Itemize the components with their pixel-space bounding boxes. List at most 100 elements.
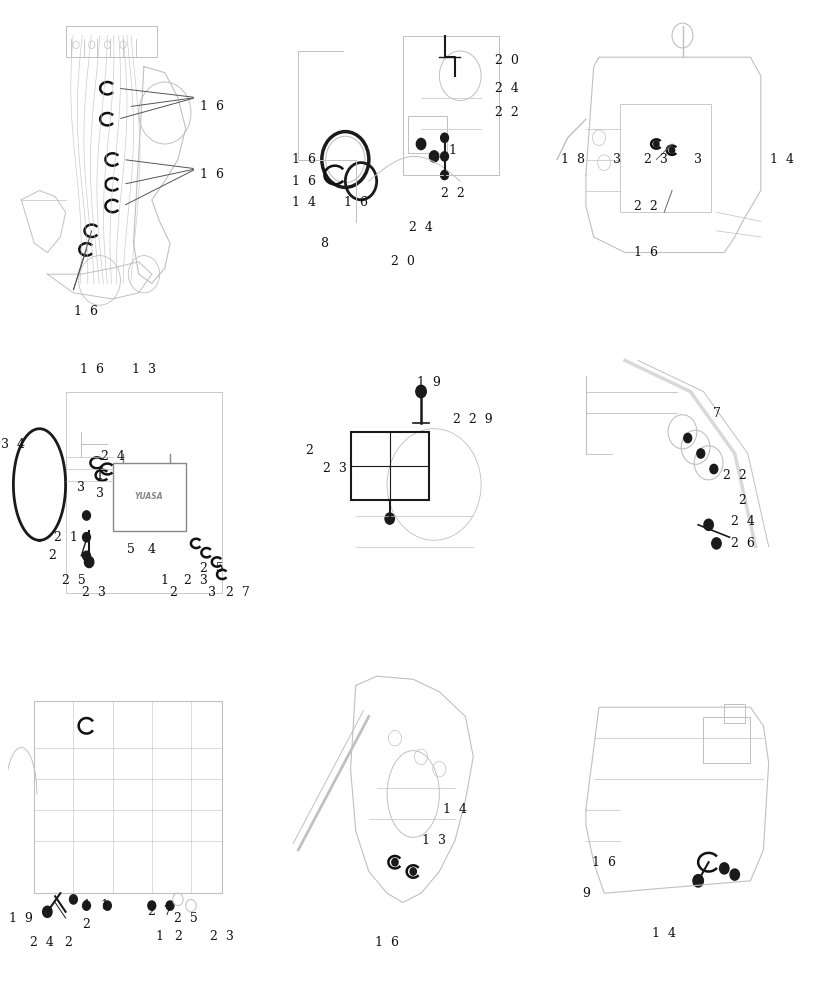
Bar [408, 116, 447, 153]
Text: 3  4: 3 4 [2, 438, 25, 451]
Text: 2  2: 2 2 [723, 469, 747, 482]
Text: 4: 4 [148, 543, 156, 556]
Text: 1  4: 1 4 [769, 153, 794, 166]
Text: 1  4: 1 4 [443, 803, 467, 816]
Text: 1: 1 [448, 144, 456, 157]
Circle shape [712, 538, 721, 549]
Text: 2  3: 2 3 [323, 462, 347, 476]
Circle shape [42, 906, 52, 917]
Text: 3: 3 [613, 153, 621, 166]
Text: 1  6: 1 6 [291, 175, 316, 188]
Bar [620, 104, 712, 212]
Circle shape [720, 863, 729, 874]
Circle shape [84, 556, 94, 568]
Circle shape [654, 141, 659, 147]
Text: 2  3: 2 3 [184, 574, 208, 587]
Text: 2: 2 [82, 918, 91, 931]
Text: 1: 1 [100, 899, 109, 912]
Circle shape [693, 875, 703, 887]
Text: 2  4: 2 4 [30, 936, 54, 949]
Bar [34, 701, 222, 893]
Text: 1  6: 1 6 [80, 363, 104, 376]
Text: 2  0: 2 0 [391, 255, 415, 268]
Text: 2  2: 2 2 [495, 106, 519, 119]
Bar [351, 432, 429, 500]
Text: 2  2: 2 2 [441, 187, 464, 200]
Text: 2  4: 2 4 [495, 82, 519, 95]
Text: 2  6: 2 6 [730, 537, 755, 550]
Text: 8: 8 [321, 237, 329, 250]
Text: 1: 1 [95, 469, 104, 482]
Text: 5: 5 [127, 543, 135, 556]
Circle shape [69, 895, 78, 904]
Text: YUASA: YUASA [135, 492, 163, 501]
Text: 1  6: 1 6 [344, 196, 368, 209]
Text: 2  2: 2 2 [634, 200, 658, 213]
Text: 2: 2 [738, 493, 747, 506]
Circle shape [710, 464, 718, 474]
Text: 7: 7 [712, 407, 721, 420]
Text: 2  2  9: 2 2 9 [454, 413, 493, 426]
Text: 2  5: 2 5 [61, 574, 86, 587]
Bar [725, 704, 745, 723]
Circle shape [730, 869, 739, 880]
Circle shape [416, 138, 426, 150]
Circle shape [82, 551, 91, 560]
Circle shape [441, 133, 449, 142]
Text: 1  6: 1 6 [291, 153, 316, 166]
Circle shape [441, 170, 449, 180]
Text: 2: 2 [169, 586, 176, 599]
Circle shape [104, 901, 111, 910]
Text: 1: 1 [156, 930, 164, 943]
Text: 1  8: 1 8 [561, 153, 585, 166]
Circle shape [82, 533, 91, 542]
Circle shape [684, 433, 692, 443]
Circle shape [416, 385, 426, 398]
Text: 2: 2 [174, 930, 182, 943]
Text: 2  7: 2 7 [148, 905, 171, 918]
Text: 3: 3 [208, 586, 216, 599]
Circle shape [82, 901, 91, 910]
Text: 2: 2 [64, 936, 72, 949]
Circle shape [385, 513, 394, 524]
Circle shape [392, 858, 398, 866]
Text: 1  4: 1 4 [652, 927, 676, 940]
Text: 1  3: 1 3 [132, 363, 156, 376]
Bar [65, 391, 222, 593]
Circle shape [697, 449, 705, 458]
Text: 1: 1 [82, 899, 91, 912]
Text: 2  4: 2 4 [100, 450, 125, 463]
Circle shape [410, 868, 416, 875]
Circle shape [669, 147, 675, 153]
Text: 2  5: 2 5 [174, 912, 197, 924]
Circle shape [429, 151, 439, 162]
Text: 1  3: 1 3 [422, 834, 446, 847]
Text: 2  3: 2 3 [82, 586, 106, 599]
Circle shape [441, 152, 449, 161]
Text: 1  6: 1 6 [375, 936, 399, 949]
Text: 2  1: 2 1 [54, 531, 78, 544]
Text: 3: 3 [78, 481, 86, 494]
Text: 1  9: 1 9 [417, 376, 441, 389]
Text: 3: 3 [694, 153, 703, 166]
Text: 2: 2 [305, 444, 313, 457]
Text: 2  0: 2 0 [495, 54, 519, 67]
Text: 2  4: 2 4 [730, 515, 755, 528]
Circle shape [148, 901, 156, 910]
Text: 1  6: 1 6 [74, 305, 99, 318]
Text: 2  3: 2 3 [645, 153, 668, 166]
Text: 1  9: 1 9 [9, 912, 33, 924]
Circle shape [82, 511, 91, 520]
Text: 2  5: 2 5 [200, 562, 224, 575]
Text: 2: 2 [49, 549, 56, 562]
Bar [113, 463, 186, 531]
Text: 1  6: 1 6 [592, 856, 616, 869]
Text: 1  6: 1 6 [200, 168, 224, 182]
Circle shape [166, 901, 174, 910]
Text: 2  4: 2 4 [409, 221, 433, 234]
Text: 1  6: 1 6 [634, 246, 658, 259]
Text: 1  6: 1 6 [200, 100, 224, 113]
Text: 3: 3 [95, 487, 104, 500]
Text: 9: 9 [582, 887, 590, 900]
Bar [703, 716, 751, 763]
